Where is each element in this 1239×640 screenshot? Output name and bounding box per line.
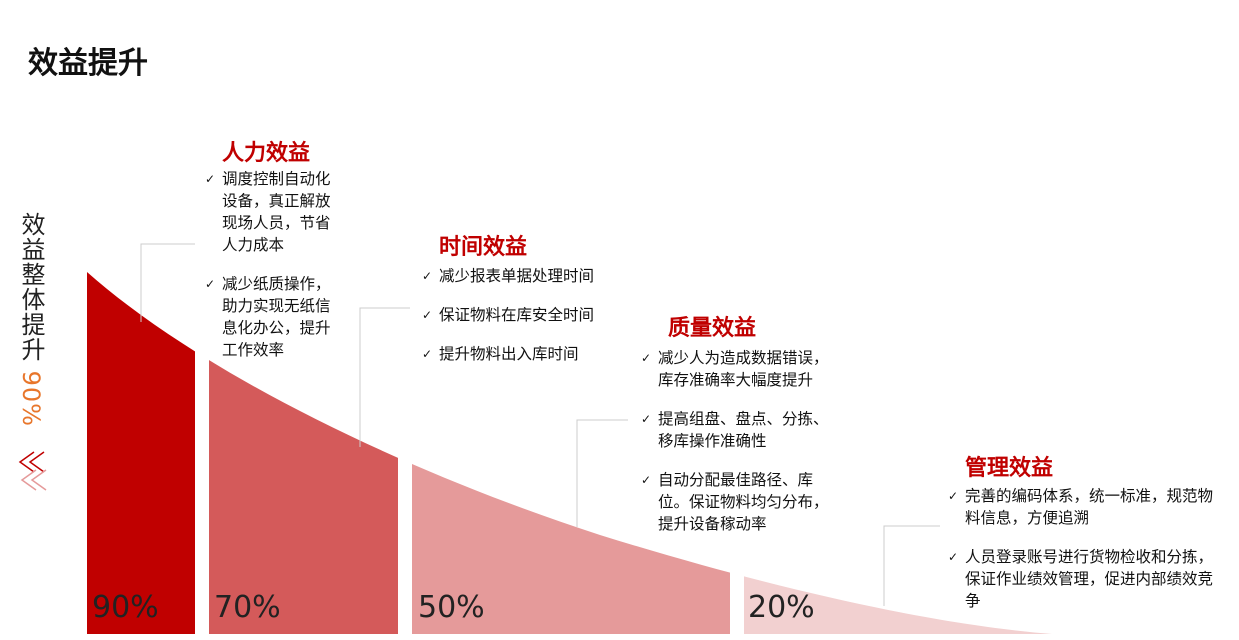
side-label: 效益整体提升 90% <box>14 212 49 427</box>
bullet: 调度控制自动化设备，真正解放现场人员，节省人力成本 <box>205 168 341 256</box>
side-value: 90% <box>17 370 45 427</box>
title: 效益提升 <box>28 46 148 81</box>
bullet-list: 减少报表单据处理时间保证物料在库安全时间提升物料出入库时间 <box>422 265 622 382</box>
bullet: 自动分配最佳路径、库位。保证物料均匀分布，提升设备稼动率 <box>641 469 841 535</box>
bullet: 减少人为造成数据错误，库存准确率大幅度提升 <box>641 347 841 391</box>
side-text: 效益整体提升 <box>17 212 45 362</box>
connector <box>576 419 628 527</box>
bullet: 减少报表单据处理时间 <box>422 265 622 287</box>
connector <box>140 243 195 322</box>
heading: 管理效益 <box>965 456 1054 481</box>
bullet: 减少纸质操作，助力实现无纸信息化办公，提升工作效率 <box>205 273 341 361</box>
bullet: 提高组盘、盘点、分拣、移库操作准确性 <box>641 408 841 452</box>
percent-label: 90% <box>92 590 159 625</box>
bullet: 完善的编码体系，统一标准，规范物料信息，方便追溯 <box>948 485 1228 529</box>
connector <box>359 307 410 447</box>
percent-label: 50% <box>418 590 485 625</box>
bullet-list: 完善的编码体系，统一标准，规范物料信息，方便追溯人员登录账号进行货物检收和分拣，… <box>948 485 1228 629</box>
bullet: 保证物料在库安全时间 <box>422 304 622 326</box>
percent-label: 70% <box>214 590 281 625</box>
bullet: 人员登录账号进行货物检收和分拣，保证作业绩效管理，促进内部绩效竞争 <box>948 546 1228 612</box>
percent-label: 20% <box>748 590 815 625</box>
connector <box>883 525 940 606</box>
heading: 时间效益 <box>439 235 528 260</box>
chevrons <box>18 451 47 491</box>
bullet-list: 调度控制自动化设备，真正解放现场人员，节省人力成本减少纸质操作，助力实现无纸信息… <box>205 168 341 378</box>
heading: 质量效益 <box>668 316 757 341</box>
bullet: 提升物料出入库时间 <box>422 343 622 365</box>
bullet-list: 减少人为造成数据错误，库存准确率大幅度提升提高组盘、盘点、分拣、移库操作准确性自… <box>641 347 841 552</box>
heading: 人力效益 <box>222 141 311 166</box>
